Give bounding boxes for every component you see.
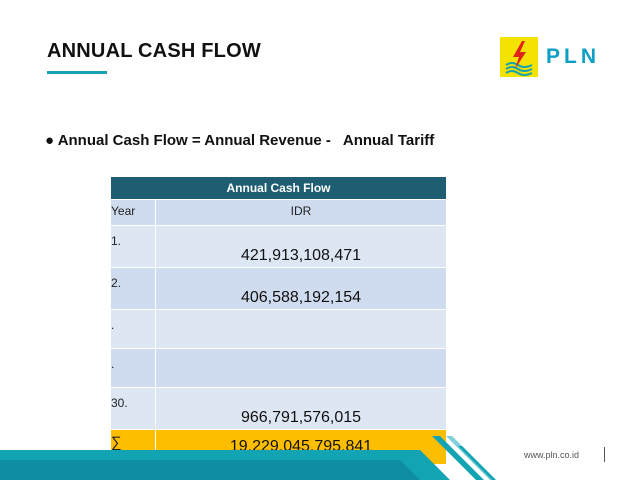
row-year: 30.: [110, 387, 156, 430]
row-idr: 406,588,192,154: [154, 267, 448, 310]
footer-separator: [604, 447, 605, 462]
row-year: 1.: [110, 225, 156, 268]
row-year: .: [110, 348, 156, 388]
footer-url: www.pln.co.id: [524, 450, 580, 460]
row-idr: 966,791,576,015: [154, 387, 448, 430]
footer-band: [0, 436, 640, 480]
table-row: 2. 406,588,192,154: [110, 267, 448, 310]
header-year: Year: [110, 199, 156, 226]
bullet-marker: ●: [45, 132, 55, 149]
row-year: 2.: [110, 267, 156, 310]
row-idr: [154, 309, 448, 349]
row-idr: [154, 348, 448, 388]
table-title: Annual Cash Flow: [109, 176, 448, 200]
pln-logo: PLN: [500, 37, 618, 79]
slide-title: ANNUAL CASH FLOW: [47, 40, 261, 62]
row-idr: 421,913,108,471: [154, 225, 448, 268]
logo-text: PLN: [546, 45, 600, 68]
row-year: .: [110, 309, 156, 349]
table-row: .: [110, 309, 448, 349]
table-header-row: Year IDR: [110, 199, 448, 226]
header-idr: IDR: [154, 199, 448, 226]
table-row: 30. 966,791,576,015: [110, 387, 448, 430]
title-underline: [47, 71, 107, 74]
cash-flow-table: Annual Cash Flow Year IDR 1. 421,913,108…: [109, 176, 448, 465]
lightning-bolt-icon: [500, 37, 538, 77]
table-row: .: [110, 348, 448, 388]
bullet-text: Annual Cash Flow = Annual Revenue - Annu…: [57, 132, 435, 149]
bullet-item: ● Annual Cash Flow = Annual Revenue - An…: [45, 132, 434, 149]
table-row: 1. 421,913,108,471: [110, 225, 448, 268]
